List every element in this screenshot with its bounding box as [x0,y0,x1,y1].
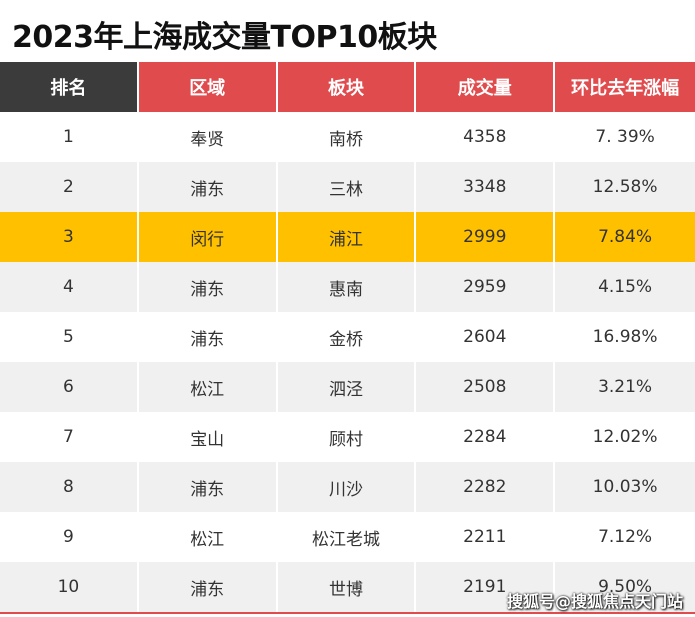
table-cell: 川沙 [277,462,415,512]
table-cell: 7. 39% [555,112,695,162]
table-cell: 12.58% [555,162,695,212]
table-cell: 浦东 [138,562,276,612]
table-cell: 4358 [416,112,554,162]
table-cell: 9.50% [555,562,695,612]
table-cell: 3 [0,212,137,262]
table-cell: 浦江 [277,212,415,262]
table-cell: 10 [0,562,137,612]
table-cell: 2191 [416,562,554,612]
table-row: 10 浦东 世博 2191 9.50% [0,562,695,612]
table-row: 2 浦东 三林 3348 12.58% [0,162,695,212]
table-cell: 3.21% [555,362,695,412]
header-cell: 环比去年涨幅 [555,62,695,112]
table-row: 6 松江 泗泾 2508 3.21% [0,362,695,412]
table-row: 3 闵行 浦江 2999 7.84% [0,212,695,262]
table-cell: 浦东 [138,312,276,362]
table-cell: 2959 [416,262,554,312]
table-cell: 浦东 [138,262,276,312]
header-cell: 排名 [0,62,137,112]
header-cell: 区域 [138,62,276,112]
table-cell: 松江老城 [277,512,415,562]
header-cell: 成交量 [416,62,554,112]
table-cell: 3348 [416,162,554,212]
header-cell: 板块 [277,62,415,112]
table-cell: 顾村 [277,412,415,462]
table-cell: 2999 [416,212,554,262]
table-cell: 7 [0,412,137,462]
table-cell: 5 [0,312,137,362]
table-cell: 4 [0,262,137,312]
table-row: 9 松江 松江老城 2211 7.12% [0,512,695,562]
table-cell: 6 [0,362,137,412]
table-row: 8 浦东 川沙 2282 10.03% [0,462,695,512]
header-row: 排名 区域 板块 成交量 环比去年涨幅 [0,62,695,112]
table-cell: 南桥 [277,112,415,162]
table-cell: 浦东 [138,462,276,512]
table-cell: 7.12% [555,512,695,562]
table-cell: 2284 [416,412,554,462]
table-cell: 2508 [416,362,554,412]
table-cell: 松江 [138,362,276,412]
table-cell: 2 [0,162,137,212]
table-cell: 4.15% [555,262,695,312]
table-row: 1 奉贤 南桥 4358 7. 39% [0,112,695,162]
table-cell: 奉贤 [138,112,276,162]
table-cell: 泗泾 [277,362,415,412]
table-cell: 浦东 [138,162,276,212]
table-cell: 16.98% [555,312,695,362]
table-cell: 三林 [277,162,415,212]
table-cell: 闵行 [138,212,276,262]
table-cell: 12.02% [555,412,695,462]
title: 2023年上海成交量TOP10板块 [12,20,437,55]
table-cell: 宝山 [138,412,276,462]
table-cell: 1 [0,112,137,162]
table-row: 7 宝山 顾村 2284 12.02% [0,412,695,462]
bottom-rule [0,612,695,614]
table-cell: 2604 [416,312,554,362]
table-cell: 9 [0,512,137,562]
table: 排名 区域 板块 成交量 环比去年涨幅 1 奉贤 南桥 4358 7. 39% 2 浦东 三林 3348 1… [0,62,695,612]
table-cell: 2211 [416,512,554,562]
table-cell: 松江 [138,512,276,562]
table-row: 5 浦东 金桥 2604 16.98% [0,312,695,362]
table-cell: 2282 [416,462,554,512]
table-cell: 金桥 [277,312,415,362]
table-cell: 10.03% [555,462,695,512]
table-cell: 惠南 [277,262,415,312]
table-cell: 8 [0,462,137,512]
watermark: 搜狐号@搜狐焦点天门站 [506,592,683,611]
table-cell: 世博 [277,562,415,612]
table-cell: 7.84% [555,212,695,262]
table-row: 4 浦东 惠南 2959 4.15% [0,262,695,312]
